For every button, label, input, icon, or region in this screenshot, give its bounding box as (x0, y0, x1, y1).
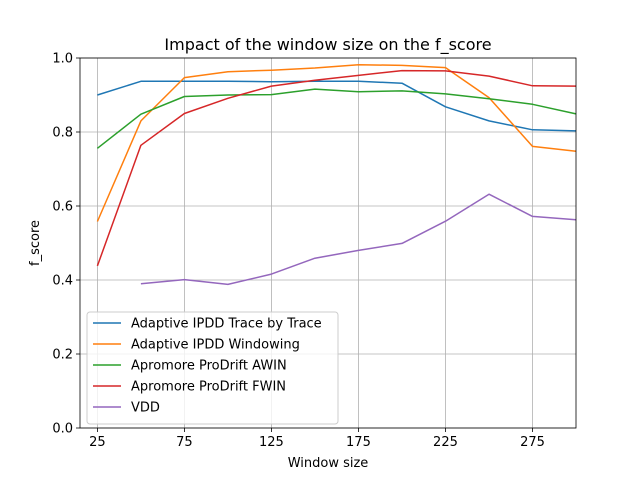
legend-label: Adaptive IPDD Windowing (131, 338, 300, 353)
series-line-2 (96, 88, 577, 149)
series-line-0 (97, 80, 577, 132)
series-line-3 (96, 69, 577, 267)
y-tick-label: 0.8 (52, 126, 73, 141)
x-tick-label: 175 (346, 435, 371, 450)
series-line-1 (96, 63, 577, 222)
legend-label: VDD (131, 401, 160, 416)
series-line-4 (140, 193, 577, 286)
y-tick-label: 0.0 (52, 422, 73, 437)
x-tick-label: 25 (89, 435, 106, 450)
plot-frame (79, 57, 577, 429)
y-tick-label: 0.6 (52, 200, 73, 215)
y-axis-label: f_score (28, 220, 43, 266)
legend-box (86, 311, 339, 425)
x-tick-label: 275 (520, 435, 545, 450)
legend-label: Apromore ProDrift FWIN (131, 380, 286, 395)
x-tick-label: 75 (176, 435, 193, 450)
y-tick-label: 1.0 (52, 52, 73, 67)
x-tick-label: 125 (259, 435, 284, 450)
x-axis-label: Window size (288, 456, 369, 471)
legend-label: Apromore ProDrift AWIN (131, 359, 287, 374)
y-tick-label: 0.4 (52, 274, 73, 289)
chart-title: Impact of the window size on the f_score (164, 35, 491, 55)
series-lines (96, 63, 577, 286)
legend: Adaptive IPDD Trace by Trace Adaptive IPD… (86, 311, 339, 425)
axis-ticks: 25 75 125 175 225 275 0.0 0.2 0.4 0.6 0.8 1.0 (52, 52, 545, 451)
x-tick-label: 225 (433, 435, 458, 450)
legend-label: Adaptive IPDD Trace by Trace (131, 317, 322, 332)
y-tick-label: 0.2 (52, 348, 73, 363)
